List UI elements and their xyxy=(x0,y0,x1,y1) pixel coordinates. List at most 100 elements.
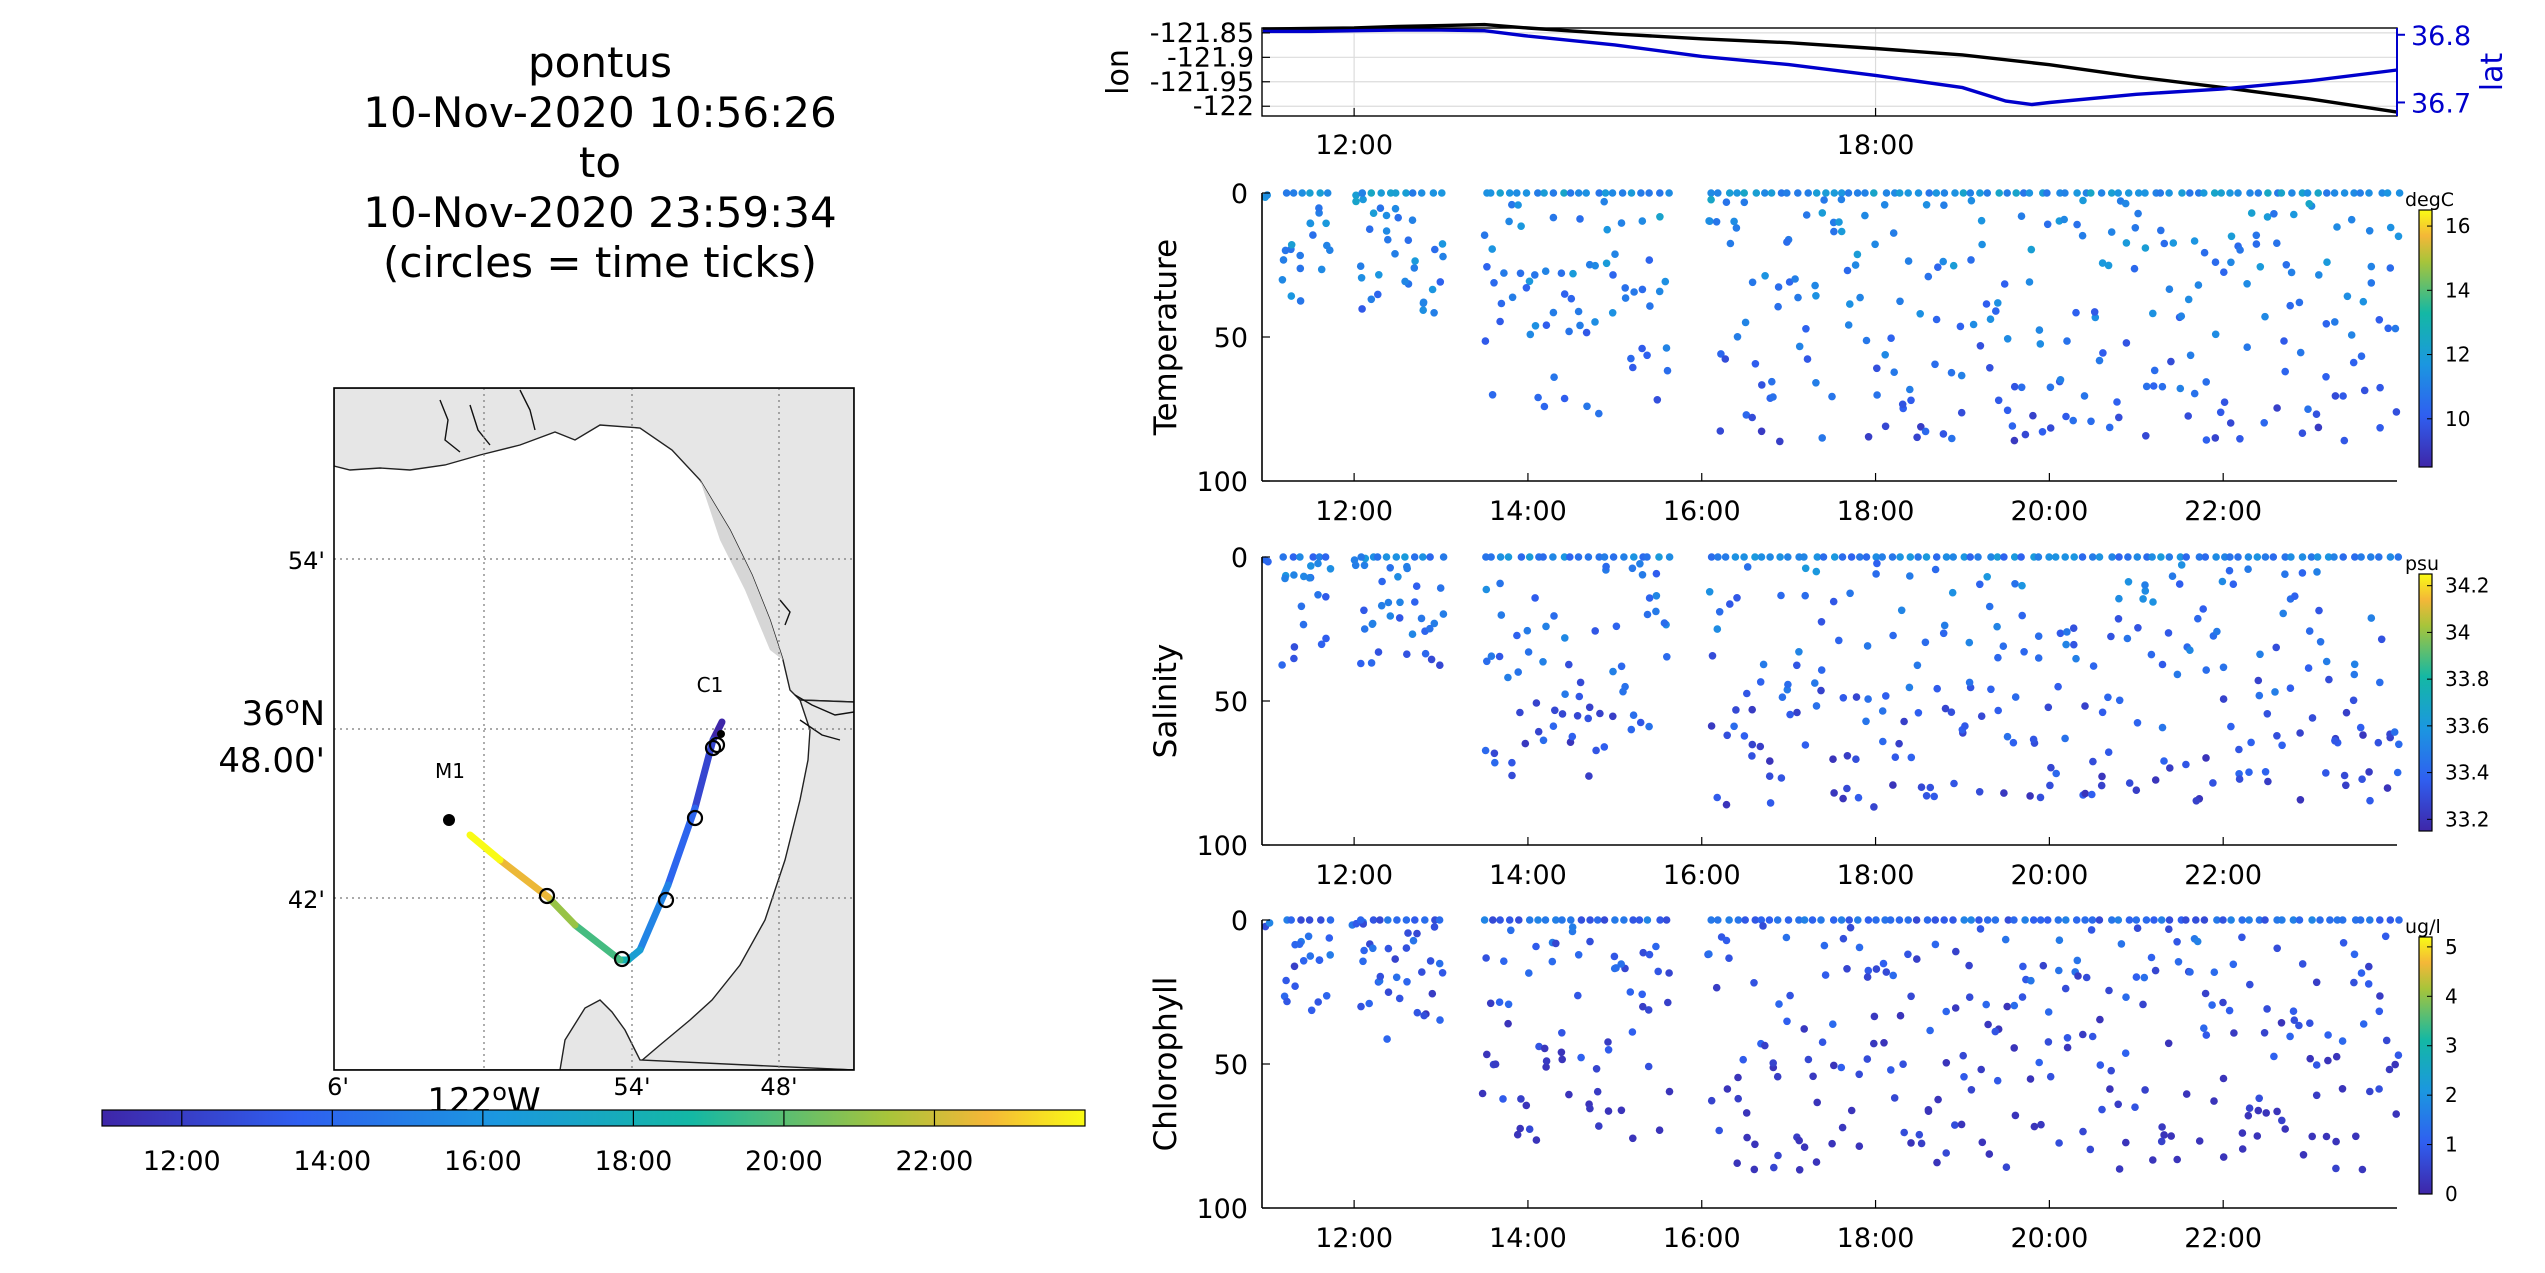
temperature-point xyxy=(2134,189,2143,197)
chlorophyll-point xyxy=(1818,1038,1827,1046)
chlorophyll-panel: 12:00 14:00 16:00 18:00 20:00 22:00050100Chlo… xyxy=(1148,906,2458,1254)
chlorophyll-point xyxy=(1991,1027,2000,1036)
temperature-point xyxy=(2357,352,2366,361)
title-line-platform: pontus xyxy=(528,38,672,87)
chlorophyll-point xyxy=(2358,1165,2367,1174)
salinity-point xyxy=(1575,692,1584,701)
chlorophyll-point xyxy=(1612,964,1620,972)
salinity-colorbar-tick-label: 34 xyxy=(2445,620,2470,644)
temperature-point xyxy=(1861,211,1869,220)
temperature-point xyxy=(2263,213,2272,221)
salinity-point xyxy=(1829,597,1838,606)
chlorophyll-point xyxy=(1411,916,1419,924)
salinity-point xyxy=(1491,758,1499,767)
salinity-point xyxy=(1412,582,1421,590)
salinity-point xyxy=(1812,567,1821,576)
temperature-point xyxy=(1560,189,1568,197)
salinity-point xyxy=(1933,684,1941,693)
chlorophyll-point xyxy=(1773,1072,1782,1081)
temperature-point xyxy=(1740,189,1748,197)
chlorophyll-point xyxy=(1662,916,1671,924)
salinity-point xyxy=(2308,714,2317,722)
chlorophyll-point xyxy=(1420,1011,1428,1020)
temperature-point xyxy=(1377,189,1385,197)
chlorophyll-point xyxy=(2003,1002,2011,1011)
time-colorbar-tick-label: 12:00 xyxy=(143,1146,221,1177)
chlorophyll-point xyxy=(2350,950,2359,959)
chlorophyll-point xyxy=(2174,958,2183,966)
salinity-point xyxy=(1279,553,1287,561)
salinity-point xyxy=(1403,564,1411,573)
position-ylabel-lon: lon xyxy=(1101,49,1136,95)
temperature-point xyxy=(2141,189,2149,197)
temperature-point xyxy=(1637,189,1645,197)
temperature-point xyxy=(2078,231,2087,240)
salinity-point xyxy=(2098,772,2106,781)
salinity-point xyxy=(2063,628,2071,636)
chlorophyll-point xyxy=(1784,916,1793,924)
salinity-point xyxy=(2177,561,2186,569)
temperature-point xyxy=(1638,217,1647,225)
chlorophyll-point xyxy=(1577,916,1586,924)
temperature-point xyxy=(1608,189,1617,197)
temperature-point xyxy=(1488,391,1497,399)
chlorophyll-point xyxy=(2376,916,2384,924)
salinity-point xyxy=(2324,553,2333,561)
temperature-point xyxy=(1828,392,1836,401)
temperature-point xyxy=(1357,274,1366,282)
salinity-point xyxy=(2020,648,2028,656)
temperature-point xyxy=(2210,189,2219,197)
temperature-point xyxy=(2376,424,2384,432)
map-land-north xyxy=(334,388,854,703)
chlorophyll-point xyxy=(2055,936,2064,944)
temperature-point xyxy=(2021,430,2030,439)
salinity-point xyxy=(1636,560,1644,568)
chlorophyll-point xyxy=(1951,1004,1960,1012)
chlorophyll-point xyxy=(2133,924,2142,932)
chlorophyll-point xyxy=(2173,1155,2181,1164)
salinity-point xyxy=(1847,553,1856,561)
salinity-point xyxy=(1906,553,1915,561)
chlorophyll-point xyxy=(1887,1066,1895,1074)
salinity-point xyxy=(1843,784,1851,793)
chlorophyll-point xyxy=(2245,1104,2254,1112)
chlorophyll-x-tick-label: 16:00 xyxy=(1663,1223,1741,1254)
chlorophyll-point xyxy=(1525,1125,1534,1133)
temperature-point xyxy=(1887,334,1895,343)
temperature-point xyxy=(1776,437,1784,446)
temperature-point xyxy=(1870,189,1878,197)
temperature-point xyxy=(1663,366,1672,375)
salinity-point xyxy=(2281,553,2289,561)
chlorophyll-point xyxy=(1314,998,1322,1006)
salinity-point xyxy=(1630,553,1638,561)
chlorophyll-point xyxy=(1322,992,1331,1000)
salinity-point xyxy=(1539,736,1548,745)
chlorophyll-point xyxy=(2338,1085,2347,1093)
salinity-point xyxy=(2244,553,2253,561)
chlorophyll-point xyxy=(1282,976,1290,985)
salinity-point xyxy=(2158,723,2167,732)
chlorophyll-point xyxy=(1949,916,1957,924)
salinity-point xyxy=(2149,598,2157,606)
salinity-point xyxy=(2182,553,2190,561)
chlorophyll-point xyxy=(2002,1163,2011,1171)
temperature-point xyxy=(1812,292,1820,300)
salinity-point xyxy=(1386,612,1395,620)
temperature-point xyxy=(1278,276,1287,284)
temperature-point xyxy=(2391,324,2400,333)
temperature-point xyxy=(1497,299,1506,308)
salinity-point xyxy=(1621,682,1629,691)
chlorophyll-point xyxy=(1592,1065,1601,1073)
temperature-point xyxy=(1655,287,1664,296)
salinity-point xyxy=(2394,553,2403,561)
chlorophyll-point xyxy=(1743,1133,1751,1142)
chlorophyll-point xyxy=(1629,916,1637,924)
temperature-point xyxy=(2063,337,2071,345)
chlorophyll-point xyxy=(2332,1137,2340,1146)
temperature-point xyxy=(2312,410,2321,419)
temperature-point xyxy=(2062,412,2070,421)
chlorophyll-point xyxy=(1899,1060,1907,1068)
salinity-point xyxy=(2081,702,2089,710)
track-segment xyxy=(571,921,624,964)
